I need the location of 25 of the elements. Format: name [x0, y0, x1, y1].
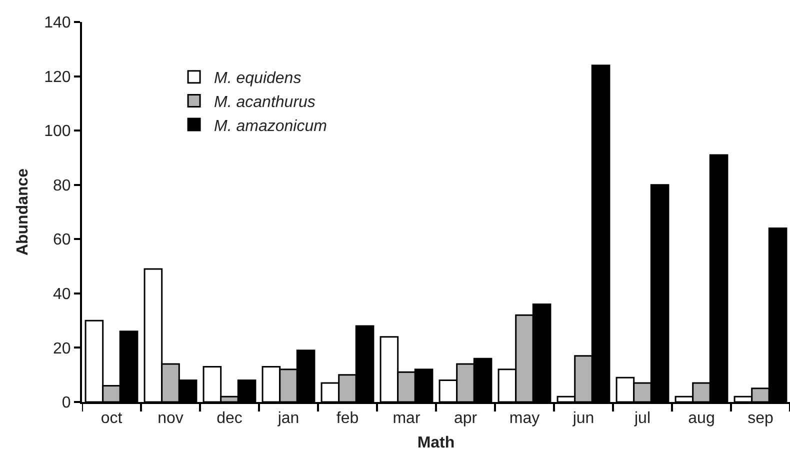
- y-axis-title: Abundance: [14, 168, 32, 256]
- legend-label: M. acanthurus: [214, 94, 316, 111]
- x-tick-label: aug: [688, 410, 715, 428]
- y-tick-label: 120: [44, 68, 71, 86]
- y-tick-label: 0: [62, 394, 71, 412]
- y-tick-label: 60: [53, 232, 71, 249]
- x-tick-label: oct: [100, 410, 123, 428]
- x-tick-label: jan: [276, 410, 300, 428]
- x-axis-title: Math: [417, 434, 455, 452]
- x-tick-label: jul: [633, 410, 651, 428]
- x-tick-label: may: [509, 410, 540, 428]
- x-tick-label: apr: [454, 410, 478, 428]
- x-tick-label: jun: [572, 410, 594, 428]
- y-tick-label: 40: [53, 286, 71, 304]
- x-tick-label: nov: [158, 410, 184, 428]
- x-tick-label: feb: [336, 410, 359, 428]
- x-tick-label: mar: [392, 410, 421, 428]
- y-tick-label: 140: [44, 14, 71, 32]
- y-tick-label: 20: [53, 340, 71, 358]
- legend-label: M. amazonicum: [214, 118, 327, 135]
- x-tick-label: sep: [748, 410, 774, 428]
- y-tick-label: 100: [44, 123, 71, 140]
- x-tick-label: dec: [216, 410, 242, 428]
- legend-label: M. equidens: [214, 70, 302, 88]
- y-tick-label: 80: [53, 177, 71, 194]
